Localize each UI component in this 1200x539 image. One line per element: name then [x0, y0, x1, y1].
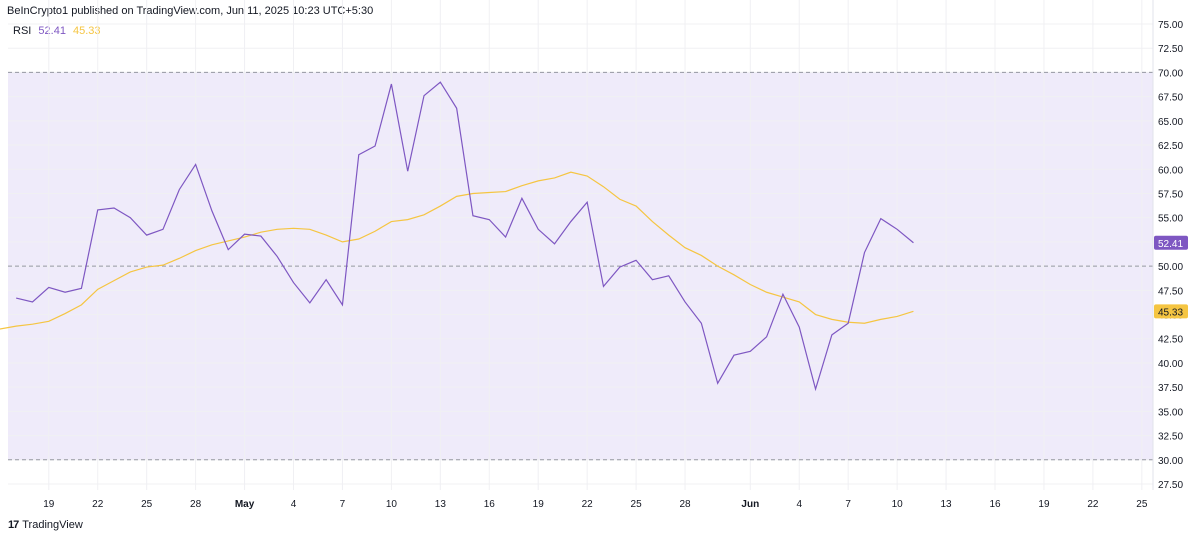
x-tick-label: May: [235, 499, 255, 510]
tradingview-logo-icon: 17: [8, 519, 19, 531]
y-tick-label: 75.00: [1158, 20, 1183, 31]
y-tick-label: 57.50: [1158, 189, 1183, 200]
x-tick-label: 22: [92, 499, 104, 510]
x-tick-label: 16: [484, 499, 496, 510]
x-tick-label: 25: [631, 499, 643, 510]
rsi-last-value-text: 52.41: [1158, 239, 1183, 250]
x-tick-label: 25: [141, 499, 153, 510]
y-tick-label: 60.00: [1158, 165, 1183, 176]
x-tick-label: 22: [1087, 499, 1099, 510]
x-tick-label: 10: [386, 499, 398, 510]
x-tick-label: 22: [582, 499, 594, 510]
x-tick-label: 28: [190, 499, 202, 510]
publish-info: BeInCrypto1 published on TradingView.com…: [7, 5, 374, 17]
x-tick-label: Jun: [741, 499, 759, 510]
ma-last-value-text: 45.33: [1158, 307, 1183, 318]
y-tick-label: 65.00: [1158, 117, 1183, 128]
ma-legend-value: 45.33: [73, 25, 101, 37]
x-tick-label: 19: [43, 499, 55, 510]
indicator-legend[interactable]: RSI 52.41 45.33: [13, 25, 101, 37]
x-tick-label: 4: [796, 499, 802, 510]
x-tick-label: 19: [533, 499, 545, 510]
y-tick-label: 30.00: [1158, 456, 1183, 467]
x-tick-label: 19: [1038, 499, 1050, 510]
x-tick-label: 16: [989, 499, 1001, 510]
y-tick-label: 62.50: [1158, 141, 1183, 152]
y-tick-label: 55.00: [1158, 214, 1183, 225]
x-tick-label: 28: [679, 499, 691, 510]
y-tick-label: 72.50: [1158, 44, 1183, 55]
last-value-badges: 52.41 45.33: [1154, 235, 1188, 319]
tradingview-brand[interactable]: 17 TradingView: [8, 519, 83, 531]
x-tick-label: 25: [1136, 499, 1148, 510]
y-tick-label: 40.00: [1158, 359, 1183, 370]
x-tick-label: 4: [291, 499, 297, 510]
ma-series-line: [0, 171, 914, 330]
x-tick-label: 7: [845, 499, 851, 510]
y-tick-label: 27.50: [1158, 480, 1183, 491]
x-tick-label: 13: [435, 499, 447, 510]
y-tick-label: 42.50: [1158, 335, 1183, 346]
rsi-last-value-badge: [1154, 235, 1188, 250]
y-tick-label: 37.50: [1158, 383, 1183, 394]
time-axis[interactable]: 19 22 25 28 May 4 7 10 13 16 19 22 25 28 Jun 4 7 10 13 16 19…: [43, 499, 1148, 510]
y-tick-label: 70.00: [1158, 68, 1183, 79]
y-tick-label: 35.00: [1158, 407, 1183, 418]
level-lines: [8, 71, 1153, 461]
rsi-legend-value: 52.41: [38, 25, 66, 37]
price-axis[interactable]: 75.00 72.50 70.00 67.50 65.00 62.50 60.00 57.50…: [1158, 20, 1183, 491]
x-tick-label: 10: [892, 499, 904, 510]
ma-last-value-badge: [1154, 304, 1188, 319]
rsi-series-line: [16, 81, 914, 392]
x-tick-label: 13: [941, 499, 953, 510]
y-tick-label: 50.00: [1158, 262, 1183, 273]
x-tick-label: 7: [340, 499, 346, 510]
y-tick-label: 67.50: [1158, 93, 1183, 104]
indicator-name: RSI: [13, 25, 32, 37]
brand-name: TradingView: [22, 519, 83, 531]
y-tick-label: 47.50: [1158, 286, 1183, 297]
y-tick-label: 32.50: [1158, 432, 1183, 443]
